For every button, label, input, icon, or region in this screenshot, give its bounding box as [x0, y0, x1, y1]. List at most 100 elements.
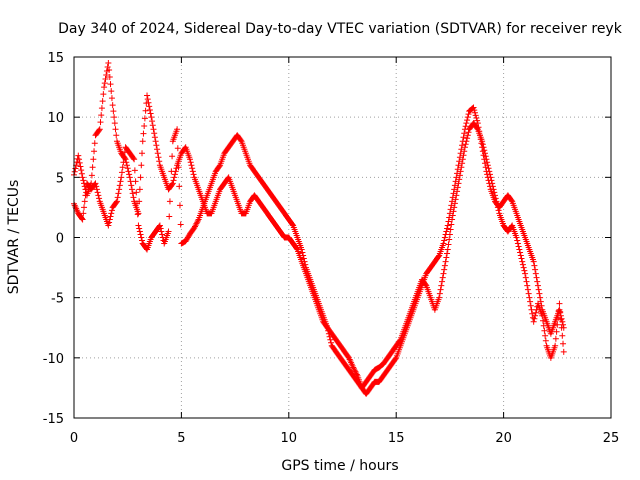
data-point-marker [91, 140, 98, 147]
data-point-marker [494, 201, 501, 208]
data-point-marker [100, 91, 107, 98]
data-point-marker [139, 138, 146, 145]
data-point-marker [112, 126, 119, 133]
data-point-marker [464, 114, 471, 121]
y-tick-label: -10 [43, 352, 64, 367]
data-point-marker [93, 186, 100, 193]
data-point-marker [102, 76, 109, 83]
data-point-marker [472, 112, 479, 119]
axis-ticks: 0 5 10 15 20 25 -15 -10 -5 0 5 10 15 [43, 51, 620, 446]
data-point-marker [141, 115, 148, 122]
data-point-marker [131, 167, 138, 174]
data-point-marker [149, 118, 156, 125]
data-point-marker [98, 112, 105, 119]
data-point-marker [169, 153, 176, 160]
data-point-marker [464, 117, 471, 124]
data-point-marker [114, 194, 121, 201]
data-point-marker [345, 353, 352, 360]
data-point-marker [166, 198, 173, 205]
data-point-marker [108, 95, 115, 102]
data-point-marker [93, 183, 100, 190]
data-point-marker [194, 219, 201, 226]
data-point-marker [537, 294, 544, 301]
data-point-marker [131, 156, 138, 163]
data-point-marker [444, 225, 451, 232]
data-point-marker [79, 216, 86, 223]
data-point-marker [454, 188, 461, 195]
data-point-marker [101, 84, 108, 91]
data-point-marker [108, 210, 115, 217]
data-point-marker [134, 200, 141, 207]
data-point-marker [444, 250, 451, 257]
data-point-marker [465, 129, 472, 136]
data-point-marker [487, 174, 494, 181]
data-point-marker [142, 107, 149, 114]
y-axis-label: SDTVAR / TECUs [6, 180, 22, 295]
data-point-marker [559, 332, 566, 339]
data-point-marker [541, 327, 548, 334]
data-point-marker [462, 141, 469, 148]
data-point-marker [525, 290, 532, 297]
data-point-marker [436, 290, 443, 297]
x-tick-label: 5 [177, 431, 185, 446]
data-point-marker [136, 186, 143, 193]
data-point-marker [135, 210, 142, 217]
data-point-marker [448, 221, 455, 228]
data-point-marker [176, 202, 183, 209]
data-point-marker [443, 228, 450, 235]
data-point-marker [190, 171, 197, 178]
data-point-marker [107, 213, 114, 220]
data-point-marker [527, 298, 534, 305]
y-tick-label: 10 [47, 111, 64, 126]
y-tick-label: -5 [51, 292, 64, 307]
data-point-marker [134, 211, 141, 218]
data-point-marker [146, 103, 153, 110]
x-tick-label: 25 [603, 431, 620, 446]
x-tick-label: 15 [388, 431, 405, 446]
data-point-marker [552, 335, 559, 342]
data-point-marker [237, 137, 244, 144]
y-tick-label: 5 [56, 171, 64, 186]
data-point-marker [77, 163, 84, 170]
data-point-marker [508, 223, 515, 230]
data-point-marker [328, 339, 335, 346]
data-point-marker [76, 159, 83, 166]
data-point-marker [540, 322, 547, 329]
data-point-marker [422, 281, 429, 288]
data-point-marker [151, 134, 158, 141]
data-point-marker [113, 199, 120, 206]
data-point-marker [121, 154, 128, 161]
data-point-marker [494, 204, 501, 211]
data-point-marker [534, 282, 541, 289]
data-point-marker [560, 340, 567, 347]
data-point-marker [523, 278, 530, 285]
data-point-marker [438, 282, 445, 289]
data-point-marker [137, 231, 144, 238]
data-point-marker [465, 111, 472, 118]
data-point-marker [519, 261, 526, 268]
data-point-marker [132, 178, 139, 185]
data-point-marker [141, 122, 148, 129]
series-1 [71, 120, 567, 391]
data-point-marker [128, 186, 135, 193]
data-point-marker [72, 165, 79, 172]
data-point-marker [539, 317, 546, 324]
data-point-marker [193, 220, 200, 227]
data-point-marker [123, 162, 130, 169]
data-point-marker [458, 164, 465, 171]
data-point-marker [327, 336, 334, 343]
data-point-marker [532, 309, 539, 316]
data-point-marker [96, 195, 103, 202]
data-point-marker [485, 165, 492, 172]
data-point-marker [138, 234, 145, 241]
data-point-marker [514, 237, 521, 244]
data-point-marker [118, 169, 125, 176]
data-point-marker [479, 138, 486, 145]
data-point-marker [113, 198, 120, 205]
data-point-marker [108, 88, 115, 95]
data-point-marker [324, 324, 331, 331]
data-point-marker [554, 321, 561, 328]
data-point-marker [530, 318, 537, 325]
data-point-marker [165, 228, 172, 235]
data-point-marker [117, 178, 124, 185]
